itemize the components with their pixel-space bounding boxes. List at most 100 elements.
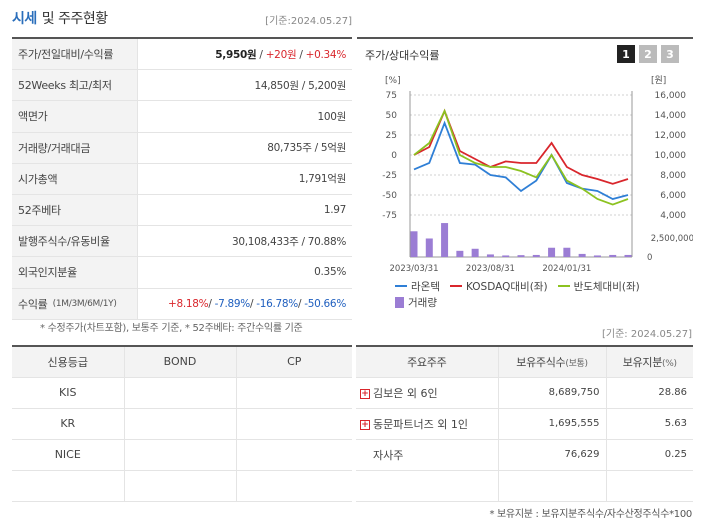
volume-bar xyxy=(517,255,525,257)
base-date: [기준:2024.05.27] xyxy=(265,16,352,27)
legend-label: 반도체대비(좌) xyxy=(573,280,640,293)
holder-shares: 8,689,750 xyxy=(498,377,607,409)
legend-swatch xyxy=(395,296,404,308)
series-line xyxy=(413,120,629,200)
volume-bar xyxy=(593,255,601,257)
legend-item: 반도체대비(좌) xyxy=(557,279,640,294)
legend-item: KOSDAQ대비(좌) xyxy=(449,279,548,294)
price-rate: +0.34% xyxy=(305,48,347,61)
volume-bar xyxy=(548,247,556,257)
chart-page-3-button[interactable]: 3 xyxy=(661,45,679,63)
right-axis-unit: [원] xyxy=(651,75,666,86)
section-header: 시세 및 주주현황 [기준:2024.05.27] xyxy=(12,0,352,36)
volume-bar xyxy=(425,238,433,257)
chart-pager: 1 2 3 xyxy=(617,45,679,63)
x-tick-label: 2024/01/31 xyxy=(542,264,591,274)
market-label: 외국인지분율 xyxy=(12,257,138,288)
market-value: 80,735주 / 5억원 xyxy=(267,142,346,155)
agency xyxy=(12,470,125,502)
market-label: 액면가 xyxy=(12,101,138,132)
market-label: 주가/전일대비/수익률 xyxy=(12,39,138,70)
table-row xyxy=(12,470,352,502)
col-header: BOND xyxy=(124,346,237,378)
chart-title: 주가/상대수익률 xyxy=(365,49,440,62)
right-tick-label: 6,000 xyxy=(660,191,686,201)
separator: / xyxy=(296,48,306,61)
chart-page-2-button[interactable]: 2 xyxy=(639,45,657,63)
x-tick-label: 2023/03/31 xyxy=(390,264,439,274)
expand-plus-icon[interactable]: + xyxy=(360,388,370,399)
left-tick-label: 25 xyxy=(386,131,397,141)
left-tick-label: 50 xyxy=(386,111,398,121)
market-label: 발행주식수/유동비율 xyxy=(12,226,138,257)
market-value: 30,108,433주 / 70.88% xyxy=(231,235,346,248)
volume-bar xyxy=(410,231,418,257)
right-tick-label: 16,000 xyxy=(655,91,687,101)
price-change: +20원 xyxy=(265,48,297,61)
left-tick-label: -25 xyxy=(382,171,397,181)
col-header: 신용등급 xyxy=(12,346,125,378)
market-value: 1,791억원 xyxy=(298,173,347,186)
price-chart-panel: [%] [원] 75 50 25 0 -25 -50 -75 16,000 14,000 12,000… xyxy=(357,37,693,314)
expand-plus-icon[interactable]: + xyxy=(360,419,370,430)
market-label: 52주베타 xyxy=(12,194,138,226)
credit-rating-table: 신용등급 BOND CP KIS KR NICE xyxy=(12,345,352,502)
holder-name-cell: + 동문파트너즈 외 1인 xyxy=(356,408,499,440)
x-tick-label: 2023/08/31 xyxy=(466,264,515,274)
col-header-unit: (%) xyxy=(662,358,677,369)
market-value: 100원 xyxy=(317,110,346,123)
cp xyxy=(236,470,352,502)
market-value: +8.18%/ -7.89%/ -16.78%/ -50.66% xyxy=(138,298,352,310)
agency: KR xyxy=(12,408,125,440)
holder-shares: 76,629 xyxy=(498,439,607,471)
market-label: 수익률 (1M/3M/6M/1Y) xyxy=(12,288,138,319)
legend-swatch xyxy=(557,285,570,287)
bond xyxy=(124,470,237,502)
holder-name: 자사주 xyxy=(373,448,404,462)
chart-legend: 라온텍 KOSDAQ대비(좌) 반도체대비(좌) 거래량 xyxy=(395,278,644,310)
market-note: * 수정주가(차트포함), 보통주 기준, * 52주베타: 주간수익률 기준 xyxy=(40,323,303,334)
return-3m: -7.89% xyxy=(214,297,251,310)
series-line xyxy=(413,108,629,206)
legend-item: 라온텍 xyxy=(395,279,440,294)
bond xyxy=(124,377,237,409)
shareholders-table: 주요주주 보유주식수(보통) 보유지분(%) + 김보은 외 6인 8,689,7… xyxy=(356,345,693,502)
legend-swatch xyxy=(449,285,462,287)
base-date-2: [기준: 2024.05.27] xyxy=(601,329,692,340)
returns-periods: (1M/3M/6M/1Y) xyxy=(52,298,117,309)
volume-bar xyxy=(578,253,586,257)
market-info-table: 주가/전일대비/수익률 5,950원 / +20원 / +0.34% 52Wee… xyxy=(12,37,352,320)
right-tick-label: 12,000 xyxy=(655,131,687,141)
legend-label: 라온텍 xyxy=(411,280,440,293)
separator: / xyxy=(249,297,257,310)
return-1y: -50.66% xyxy=(304,297,346,310)
right-tick-label: 4,000 xyxy=(660,211,686,221)
col-header-text: 보유주식수 xyxy=(516,355,566,369)
volume-bar xyxy=(624,254,632,257)
table-row: 자사주 76,629 0.25 xyxy=(356,439,693,471)
holder-name-cell xyxy=(356,470,499,502)
volume-bar xyxy=(532,254,540,257)
market-row-price: 주가/전일대비/수익률 5,950원 / +20원 / +0.34% xyxy=(12,39,352,71)
holder-pct xyxy=(606,470,693,502)
left-axis-unit: [%] xyxy=(385,76,401,86)
right-tick-label: 8,000 xyxy=(660,171,686,181)
market-row: 거래량/거래대금 80,735주 / 5억원 xyxy=(12,132,352,164)
chart-page-1-button[interactable]: 1 xyxy=(617,45,635,63)
market-label: 거래량/거래대금 xyxy=(12,132,138,163)
bond xyxy=(124,439,237,471)
volume-bar xyxy=(486,254,494,257)
holder-name-cell: 자사주 xyxy=(356,439,499,471)
volume-bar xyxy=(441,223,449,257)
market-row-returns: 수익률 (1M/3M/6M/1Y) +8.18%/ -7.89%/ -16.78… xyxy=(12,288,352,320)
market-row: 52주베타 1.97 xyxy=(12,194,352,227)
cp xyxy=(236,408,352,440)
bond xyxy=(124,408,237,440)
col-header: 보유지분(%) xyxy=(606,346,693,378)
holder-name-cell: + 김보은 외 6인 xyxy=(356,377,499,409)
volume-bar xyxy=(471,248,479,257)
footnote: * 보유지분 : 보유지분주식수/자수산정주식수*100 xyxy=(489,509,692,520)
col-header: 주요주주 xyxy=(356,346,499,378)
left-tick-label: 75 xyxy=(386,91,397,101)
market-value: 0.35% xyxy=(314,266,346,279)
